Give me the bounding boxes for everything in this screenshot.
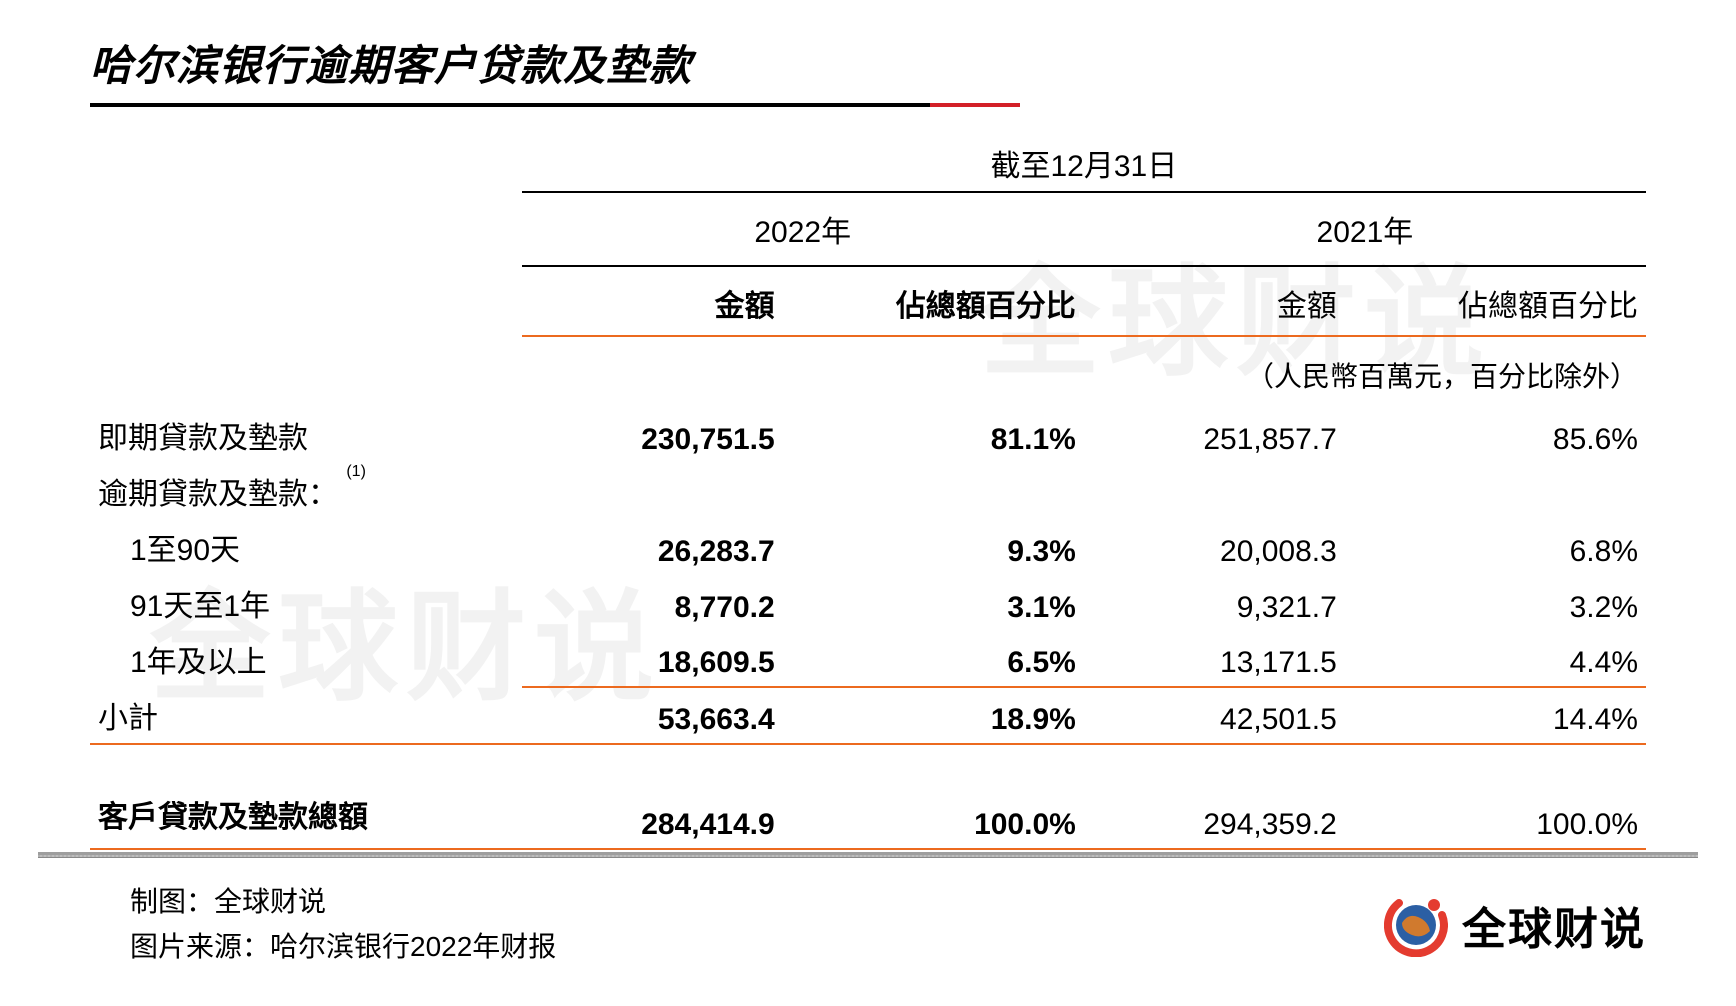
footer-credits: 制图：全球财说 图片来源：哈尔滨银行2022年财报 bbox=[130, 880, 556, 970]
footnote-marker: (1) bbox=[346, 463, 366, 481]
footer-divider bbox=[38, 852, 1698, 858]
year-2021: 2021年 bbox=[1084, 192, 1646, 266]
footer: 制图：全球财说 图片来源：哈尔滨银行2022年财报 全球财说 bbox=[0, 852, 1736, 1006]
super-header: 截至12月31日 bbox=[522, 131, 1646, 192]
overdue-section-label: 逾期貸款及墊款： bbox=[98, 478, 338, 511]
col-amount-2022: 金額 bbox=[522, 266, 783, 336]
year-2022: 2022年 bbox=[522, 192, 1084, 266]
brand-name: 全球财说 bbox=[1462, 893, 1646, 957]
title-block: 哈尔滨银行逾期客户贷款及垫款 bbox=[0, 0, 1736, 111]
loan-table: 截至12月31日 2022年 2021年 金額 佔總額百分比 金額 佔總額百分比… bbox=[0, 111, 1736, 850]
total-row: 客戶貸款及墊款總額 284,414.9 100.0% 294,359.2 100… bbox=[90, 780, 1646, 849]
table-row: 即期貸款及墊款 230,751.5 81.1% 251,857.7 85.6% bbox=[90, 407, 1646, 463]
brand: 全球财说 bbox=[1384, 893, 1646, 957]
source-line: 图片来源：哈尔滨银行2022年财报 bbox=[130, 925, 556, 970]
table-row: 1至90天 26,283.7 9.3% 20,008.3 6.8% bbox=[90, 519, 1646, 575]
col-pct-2021: 佔總額百分比 bbox=[1345, 266, 1646, 336]
brand-logo-icon bbox=[1384, 893, 1448, 957]
subtotal-row: 小計 53,663.4 18.9% 42,501.5 14.4% bbox=[90, 687, 1646, 744]
table-row: 91天至1年 8,770.2 3.1% 9,321.7 3.2% bbox=[90, 575, 1646, 631]
col-pct-2022: 佔總額百分比 bbox=[783, 266, 1084, 336]
unit-note: （人民幣百萬元，百分比除外） bbox=[522, 336, 1646, 407]
credit-line: 制图：全球财说 bbox=[130, 880, 556, 925]
table-row-section: 逾期貸款及墊款： (1) bbox=[90, 463, 1646, 519]
col-amount-2021: 金額 bbox=[1084, 266, 1345, 336]
table-row: 1年及以上 18,609.5 6.5% 13,171.5 4.4% bbox=[90, 631, 1646, 687]
title-underline bbox=[90, 103, 1646, 107]
page-title: 哈尔滨银行逾期客户贷款及垫款 bbox=[90, 32, 1646, 93]
